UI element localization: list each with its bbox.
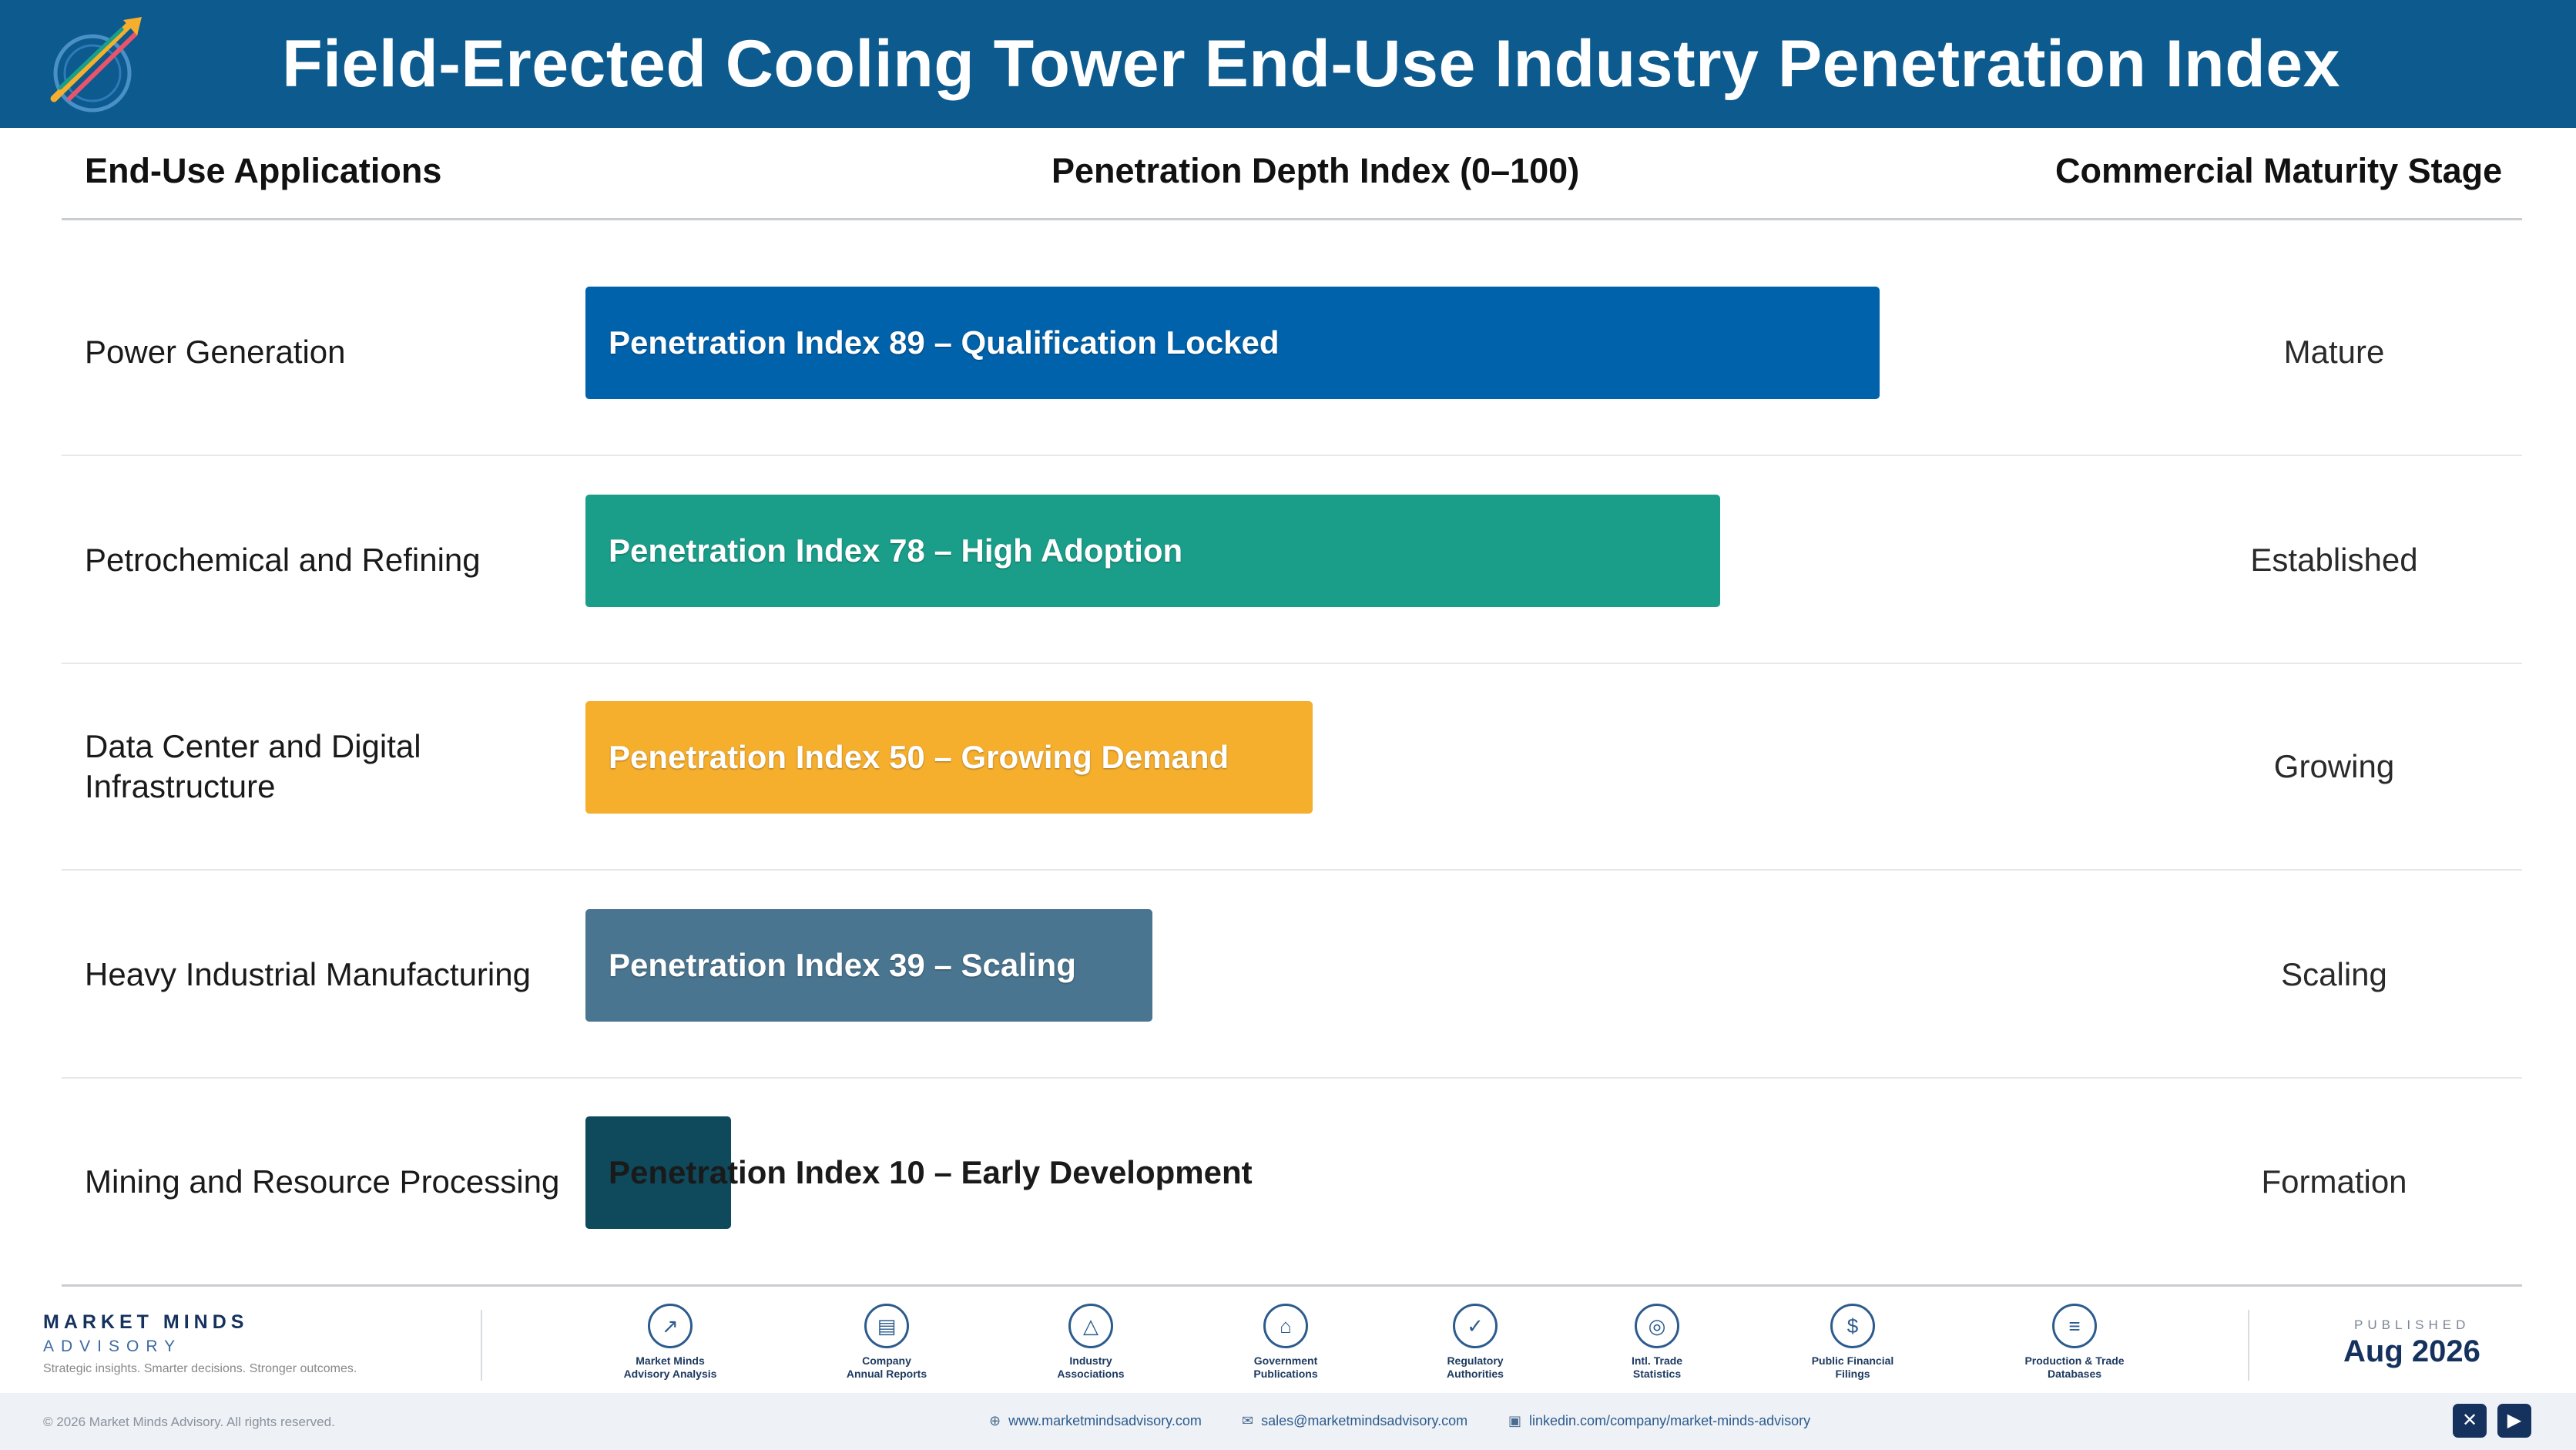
maturity-stage: Formation: [2261, 1163, 2407, 1200]
source-item: ▤ Company Annual Reports: [810, 1304, 964, 1381]
source-item: ↗ Market Minds Advisory Analysis: [593, 1304, 747, 1381]
source-item: ≡ Production & Trade Databases: [1997, 1304, 2152, 1381]
source-label: Market Minds Advisory Analysis: [623, 1354, 717, 1380]
row-divider: [62, 455, 2522, 456]
column-header-depth: Penetration Depth Index (0–100): [1052, 151, 1580, 190]
published-label: PUBLISHED: [2354, 1317, 2470, 1332]
source-item: ✓ Regulatory Authorities: [1398, 1304, 1552, 1381]
category-label: Power Generation: [85, 334, 346, 370]
brand-subtitle: ADVISORY: [43, 1338, 183, 1355]
bar-label: Penetration Index 39 – Scaling: [609, 947, 1076, 983]
chart-row: Mining and Resource Processing Penetrati…: [62, 1078, 2522, 1286]
page-title: Field-Erected Cooling Tower End-Use Indu…: [282, 27, 2340, 101]
source-label: Intl. Trade Statistics: [1631, 1354, 1683, 1380]
source-label: Company Annual Reports: [846, 1354, 927, 1380]
source-label: Public Financial Filings: [1811, 1354, 1894, 1380]
footer-separator: [2248, 1310, 2249, 1381]
government-icon: ⌂: [1263, 1304, 1308, 1348]
row-divider: [62, 869, 2522, 871]
coin-icon: $: [1830, 1304, 1875, 1348]
header-divider: [62, 218, 2522, 220]
trend-icon: ↗: [648, 1304, 693, 1348]
network-icon: △: [1068, 1304, 1113, 1348]
linkedin-link[interactable]: ▣ linkedin.com/company/market-minds-advis…: [1508, 1413, 1811, 1428]
website-link[interactable]: ⊕ www.marketmindsadvisory.com: [989, 1413, 1202, 1428]
footer-separator: [481, 1310, 482, 1381]
globe-icon: ◎: [1635, 1304, 1679, 1348]
report-icon: ▤: [864, 1304, 909, 1348]
category-label: Heavy Industrial Manufacturing: [85, 956, 531, 992]
bar-data-center: [585, 701, 1313, 814]
chart-row: Data Center and Digital Infrastructure P…: [62, 663, 2522, 871]
linkedin-icon: ▣: [1508, 1413, 1522, 1428]
database-icon: ≡: [2052, 1304, 2097, 1348]
maturity-stage: Mature: [2283, 334, 2385, 370]
bar-label: Penetration Index 78 – High Adoption: [609, 532, 1183, 569]
source-item: ⌂ Government Publications: [1209, 1304, 1363, 1381]
column-header-applications: End-Use Applications: [85, 151, 442, 190]
youtube-icon[interactable]: ▶: [2497, 1404, 2531, 1438]
source-item: ◎ Intl. Trade Statistics: [1580, 1304, 1734, 1381]
source-label: Government Publications: [1253, 1354, 1318, 1380]
source-item: △ Industry Associations: [1014, 1304, 1168, 1381]
bar-label: Penetration Index 50 – Growing Demand: [609, 739, 1229, 775]
footer-divider: [62, 1284, 2522, 1287]
maturity-stage: Scaling: [2281, 956, 2387, 992]
source-label: Production & Trade Databases: [2024, 1354, 2125, 1380]
contact-strip: © 2026 Market Minds Advisory. All rights…: [0, 1393, 2576, 1450]
bar-heavy-industrial: [585, 909, 1152, 1022]
brand-name: MARKET MINDS: [43, 1311, 249, 1333]
shield-icon: ✓: [1453, 1304, 1498, 1348]
x-icon[interactable]: ✕: [2453, 1404, 2487, 1438]
row-divider: [62, 1077, 2522, 1079]
category-label: Petrochemical and Refining: [85, 542, 481, 578]
bar-label: Penetration Index 10 – Early Development: [609, 1154, 1253, 1190]
copyright-text: © 2026 Market Minds Advisory. All rights…: [43, 1415, 335, 1429]
maturity-stage: Established: [2250, 542, 2418, 578]
globe-icon: ⊕: [989, 1413, 1001, 1428]
header-banner: Field-Erected Cooling Tower End-Use Indu…: [0, 0, 2576, 128]
brand-tagline: Strategic insights. Smarter decisions. S…: [43, 1362, 357, 1375]
bar-petrochemical-refining: [585, 495, 1720, 607]
chart-row: Petrochemical and Refining Penetration I…: [62, 456, 2522, 664]
bar-label: Penetration Index 89 – Qualification Loc…: [609, 324, 1280, 361]
logo-icon: [50, 17, 142, 112]
chart-row: Power Generation Penetration Index 89 – …: [62, 248, 2522, 456]
category-label: Data Center and Digital Infrastructure: [85, 728, 421, 804]
bar-mining-resource: [585, 1116, 731, 1229]
email-link[interactable]: ✉ sales@marketmindsadvisory.com: [1242, 1413, 1468, 1428]
maturity-stage: Growing: [2273, 748, 2395, 784]
source-label: Industry Associations: [1057, 1354, 1125, 1380]
row-divider: [62, 663, 2522, 664]
category-label: Mining and Resource Processing: [85, 1163, 560, 1200]
source-item: $ Public Financial Filings: [1776, 1304, 1930, 1381]
bar-power-generation: [585, 287, 1880, 399]
source-label: Regulatory Authorities: [1447, 1354, 1504, 1380]
mail-icon: ✉: [1242, 1413, 1254, 1428]
published-date: Aug 2026: [2343, 1334, 2480, 1368]
column-header-stage: Commercial Maturity Stage: [2055, 151, 2503, 190]
chart-row: Heavy Industrial Manufacturing Penetrati…: [62, 871, 2522, 1079]
